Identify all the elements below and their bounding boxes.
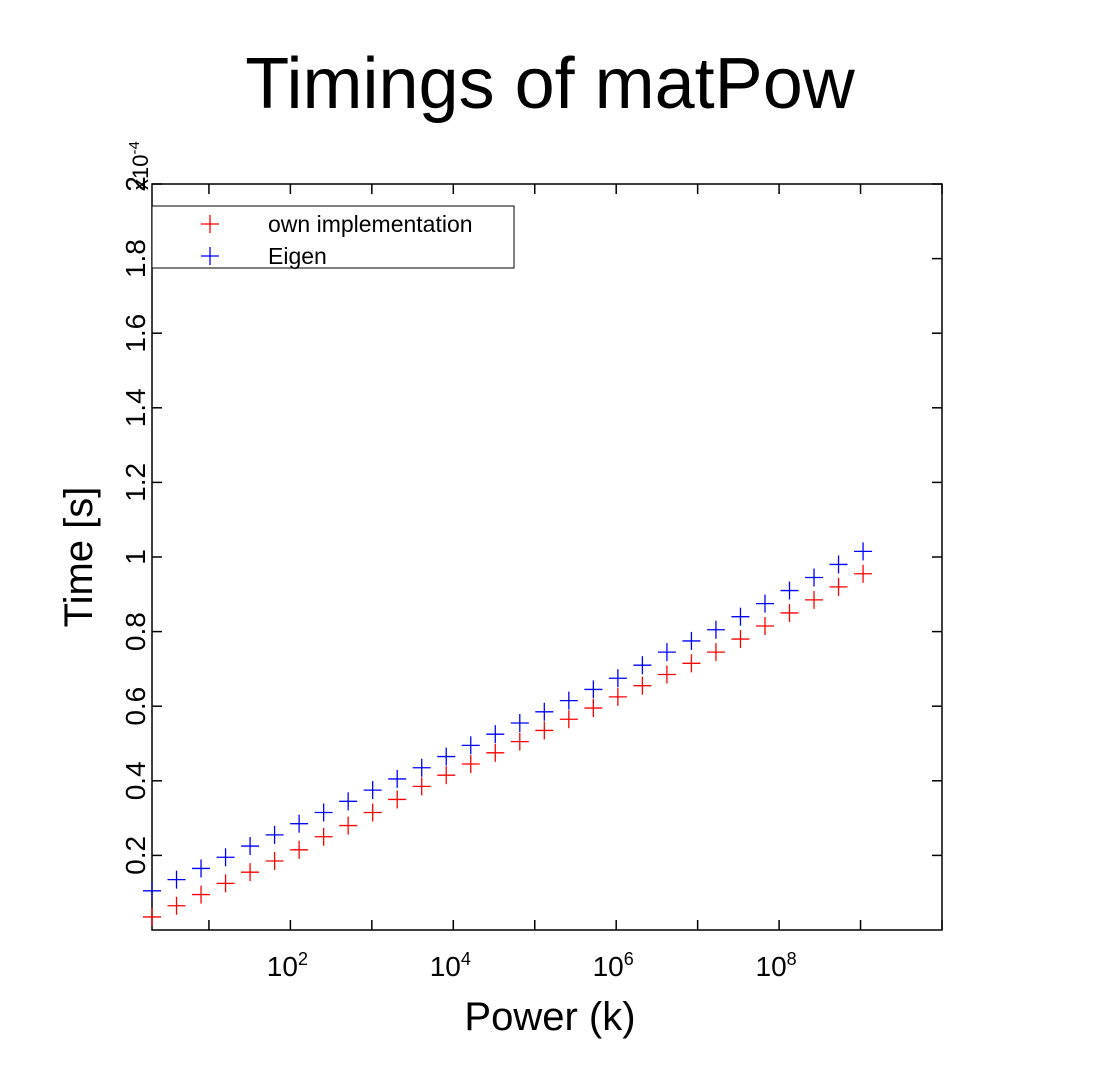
- data-point-series-1: [216, 848, 235, 867]
- y-tick-label: 1.4: [120, 388, 151, 427]
- data-point-series-1: [608, 669, 627, 688]
- data-point-series-1: [706, 620, 725, 639]
- data-point-series-1: [829, 555, 848, 574]
- data-point-series-0: [216, 874, 235, 893]
- y-tick-label: 1: [120, 549, 151, 565]
- data-point-series-0: [192, 885, 211, 904]
- data-point-series-1: [290, 814, 309, 833]
- x-tick-label: 108: [756, 949, 797, 982]
- legend: own implementation Eigen: [151, 205, 515, 269]
- data-point-series-1: [192, 859, 211, 878]
- data-point-series-0: [780, 603, 799, 622]
- data-point-series-0: [363, 803, 382, 822]
- data-point-series-0: [241, 863, 260, 882]
- data-point-series-1: [657, 643, 676, 662]
- data-point-series-0: [412, 777, 431, 796]
- data-point-series-1: [314, 803, 333, 822]
- y-tick-label: 1.8: [120, 239, 151, 278]
- y-tick-label: 0.4: [120, 761, 151, 800]
- x-tick-label: 104: [430, 949, 471, 982]
- data-point-series-0: [486, 743, 505, 762]
- data-point-series-1: [412, 758, 431, 777]
- data-point-series-0: [829, 577, 848, 596]
- data-point-series-0: [608, 687, 627, 706]
- y-axis-ticks: 0.2 0.4 0.6 0.8 1 1.2 1.4 1.6 1.8 2: [120, 176, 942, 875]
- legend-item: own implementation: [201, 211, 473, 237]
- data-point-series-1: [510, 713, 529, 732]
- data-point-series-1: [388, 769, 407, 788]
- data-point-series-0: [633, 676, 652, 695]
- data-point-series-1: [143, 881, 161, 900]
- data-point-series-1: [167, 870, 186, 889]
- y-tick-label: 2: [120, 176, 151, 192]
- data-point-series-1: [486, 725, 505, 744]
- data-point-series-1: [854, 542, 873, 561]
- data-point-series-0: [167, 896, 186, 915]
- plot-frame: [151, 183, 943, 931]
- y-tick-label: 1.6: [120, 314, 151, 353]
- data-point-series-1: [805, 568, 824, 587]
- data-point-series-1: [265, 825, 284, 844]
- x-axis-label: Power (k): [464, 995, 635, 1039]
- y-tick-label: 0.2: [120, 836, 151, 875]
- data-point-series-1: [780, 581, 799, 600]
- data-point-series-0: [854, 564, 873, 583]
- data-point-series-0: [510, 732, 529, 751]
- data-point-series-0: [559, 710, 578, 729]
- data-point-series-1: [559, 691, 578, 710]
- data-point-series-1: [633, 656, 652, 675]
- data-point-series-0: [339, 816, 358, 835]
- data-point-series-0: [535, 721, 554, 740]
- data-point-series-0: [657, 665, 676, 684]
- data-point-series-0: [755, 617, 774, 636]
- data-point-series-0: [290, 840, 309, 859]
- y-axis-multiplier: x10-4: [126, 141, 153, 190]
- y-multiplier-exponent: -4: [126, 141, 143, 154]
- data-point-series-0: [265, 851, 284, 870]
- data-point-series-1: [682, 631, 701, 650]
- y-multiplier-base: x10: [128, 155, 153, 190]
- data-point-series-1: [241, 837, 260, 856]
- legend-item: Eigen: [201, 243, 327, 269]
- data-point-series-1: [339, 792, 358, 811]
- data-point-series-0: [314, 827, 333, 846]
- y-tick-label: 0.6: [120, 687, 151, 726]
- data-point-series-0: [584, 699, 603, 718]
- chart-title: Timings of matPow: [245, 44, 856, 124]
- data-point-series-0: [682, 654, 701, 673]
- data-point-series-1: [535, 702, 554, 721]
- data-point-series-1: [437, 747, 456, 766]
- data-point-series-0: [437, 766, 456, 785]
- x-tick-label: 102: [267, 949, 308, 982]
- data-point-series-0: [461, 755, 480, 774]
- data-point-series-0: [143, 907, 161, 926]
- x-axis-ticks: 102 104 106 108: [208, 184, 943, 982]
- y-tick-label: 1.2: [120, 463, 151, 502]
- legend-box: [151, 205, 515, 269]
- data-point-series-0: [805, 590, 824, 609]
- legend-label: own implementation: [268, 211, 473, 237]
- data-point-series-1: [584, 680, 603, 699]
- legend-items: own implementation Eigen: [201, 211, 473, 269]
- data-point-series-1: [731, 607, 750, 626]
- data-point-series-0: [388, 790, 407, 809]
- legend-label: Eigen: [268, 243, 327, 269]
- y-tick-label: 0.8: [120, 612, 151, 651]
- x-tick-label: 106: [593, 949, 634, 982]
- data-point-series-1: [755, 594, 774, 613]
- data-marks: [143, 542, 873, 926]
- data-point-series-1: [363, 781, 382, 800]
- y-axis-label: Time [s]: [57, 487, 101, 628]
- data-point-series-0: [731, 630, 750, 649]
- data-point-series-0: [706, 643, 725, 662]
- data-point-series-1: [461, 736, 480, 755]
